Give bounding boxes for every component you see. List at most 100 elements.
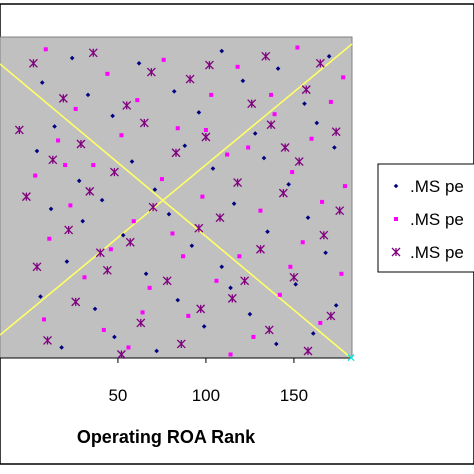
data-point-star	[331, 127, 341, 137]
data-point-star	[76, 139, 86, 149]
data-point-square	[288, 264, 293, 269]
plot-area: ✕	[0, 36, 356, 365]
data-point-star	[139, 118, 149, 128]
data-point-star	[32, 262, 42, 272]
data-point-square	[318, 320, 323, 325]
data-point-diamond	[265, 229, 270, 235]
data-point-diamond	[219, 264, 225, 270]
data-point-diamond	[152, 187, 158, 192]
data-point-star	[136, 318, 146, 328]
data-point-star	[125, 237, 135, 247]
data-point-diamond	[326, 53, 332, 59]
data-point-diamond	[332, 145, 337, 150]
data-point-diamond	[219, 48, 225, 54]
data-point-diamond	[85, 92, 91, 98]
data-point-star	[64, 225, 74, 235]
data-point-diamond	[129, 159, 135, 164]
data-point-star	[146, 67, 156, 77]
data-point-diamond	[39, 80, 45, 85]
data-point-diamond	[154, 348, 159, 354]
data-point-diamond	[274, 341, 279, 347]
data-point-diamond	[210, 166, 216, 171]
data-point-square	[68, 203, 73, 208]
plot-background	[0, 36, 353, 359]
data-point-square	[161, 57, 166, 62]
data-point-diamond	[261, 155, 267, 161]
data-point-star	[294, 157, 304, 167]
data-point-square	[269, 92, 274, 97]
data-point-star	[102, 265, 112, 275]
data-point-square	[181, 254, 186, 259]
data-point-star	[109, 167, 119, 177]
data-point-diamond	[286, 182, 291, 187]
data-point-square	[159, 177, 164, 182]
data-point-square	[126, 345, 131, 350]
data-point-diamond	[182, 143, 188, 149]
data-point-diamond	[196, 110, 202, 115]
data-point-square	[258, 208, 263, 213]
data-point-star	[256, 244, 265, 254]
legend-marker-star	[391, 247, 401, 257]
legend-marker-diamond	[393, 183, 399, 189]
data-point-square	[225, 152, 230, 157]
data-point-diamond	[136, 61, 142, 66]
data-point-square	[82, 275, 87, 280]
legend-label: .MS pe	[410, 210, 464, 229]
data-point-square	[295, 45, 300, 50]
data-point-star	[116, 350, 126, 359]
data-point-star	[185, 74, 195, 84]
data-point-diamond	[310, 331, 316, 336]
data-point-diamond	[120, 232, 126, 238]
data-point-diamond	[231, 201, 237, 206]
data-point-square	[186, 313, 191, 318]
data-point-diamond	[305, 215, 311, 220]
data-point-star	[171, 148, 181, 158]
data-point-diamond	[64, 259, 70, 264]
data-point-square	[56, 138, 61, 143]
data-point-square	[91, 163, 96, 168]
data-point-square	[140, 310, 145, 315]
data-point-square	[320, 199, 325, 204]
data-point-diamond	[240, 78, 246, 84]
data-point-square	[309, 136, 314, 141]
data-point-star	[162, 276, 172, 286]
data-point-square	[147, 285, 152, 290]
data-point-star	[176, 339, 186, 349]
data-point-star	[14, 125, 24, 135]
data-point-square	[105, 71, 110, 76]
data-point-diamond	[275, 66, 281, 71]
data-point-star	[58, 93, 68, 103]
data-point-square	[235, 64, 240, 69]
data-point-square	[272, 112, 277, 117]
data-point-star	[315, 58, 325, 68]
data-point-star	[148, 202, 158, 212]
data-point-diamond	[99, 197, 105, 203]
chart-area-border	[0, 3, 474, 465]
data-point-diamond	[228, 285, 233, 291]
data-point-square	[200, 194, 205, 199]
data-point-square	[33, 173, 38, 178]
data-points	[14, 45, 347, 359]
data-point-square	[119, 133, 124, 138]
data-point-diamond	[48, 206, 54, 212]
data-point-diamond	[69, 55, 75, 61]
data-point-square	[341, 75, 346, 80]
data-point-square	[300, 240, 305, 245]
x-axis-title: Operating ROA Rank	[77, 427, 256, 447]
data-point-star	[280, 143, 290, 152]
data-point-square	[209, 92, 214, 97]
data-point-square	[342, 184, 347, 189]
data-point-diamond	[110, 113, 115, 119]
x-tick-label: 100	[192, 386, 220, 405]
legend-items: .MS pe .MS pe .MS pe	[391, 177, 464, 262]
data-point-square	[175, 126, 180, 131]
data-point-square	[135, 98, 140, 103]
data-point-star	[335, 206, 345, 216]
data-point-square	[237, 254, 242, 259]
data-point-diamond	[38, 294, 43, 299]
data-point-diamond	[333, 303, 339, 308]
trend-line-descending	[0, 63, 351, 358]
data-point-star	[48, 155, 58, 165]
data-point-diamond	[76, 178, 82, 184]
